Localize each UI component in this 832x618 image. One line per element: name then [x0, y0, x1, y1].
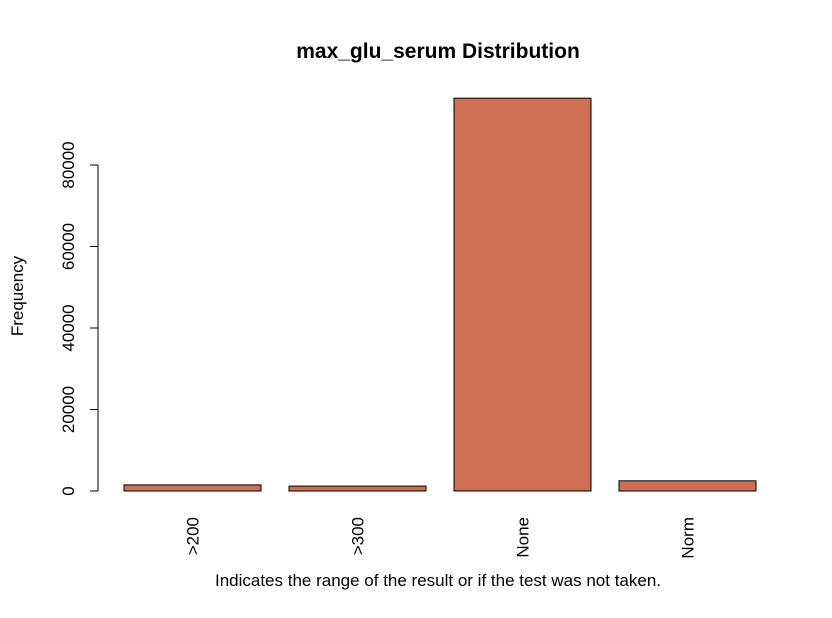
y-tick-label: 60000	[59, 223, 78, 270]
bar	[453, 97, 592, 492]
bar	[288, 485, 427, 492]
bar	[123, 484, 262, 492]
x-tick-label: None	[514, 517, 533, 558]
y-tick-label: 20000	[59, 386, 78, 433]
x-axis-label: Indicates the range of the result or if …	[215, 571, 661, 590]
y-tick-label: 80000	[59, 141, 78, 188]
y-tick-label: 40000	[59, 304, 78, 351]
chart-title: max_glu_serum Distribution	[296, 40, 580, 63]
y-tick-label: 0	[59, 486, 78, 495]
y-axis-label: Frequency	[8, 255, 27, 336]
x-tick-label: Norm	[679, 517, 698, 559]
x-tick-label: >200	[184, 517, 203, 555]
x-tick-label: >300	[349, 517, 368, 555]
bar	[618, 480, 757, 492]
